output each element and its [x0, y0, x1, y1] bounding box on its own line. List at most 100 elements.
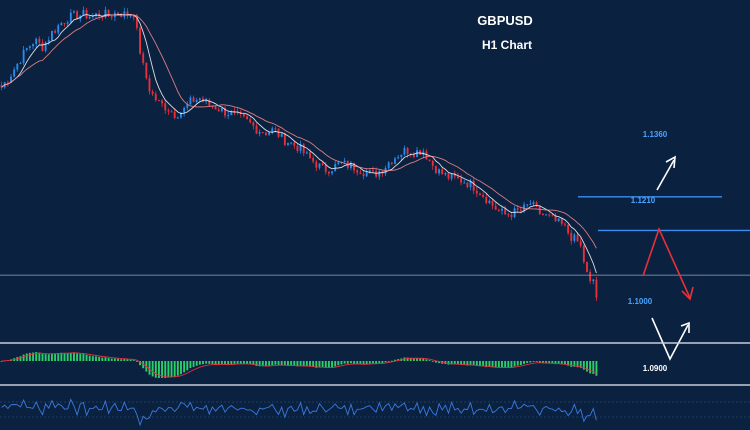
candle-body [557, 218, 560, 222]
macd-bar [327, 361, 330, 368]
macd-bar [296, 361, 299, 367]
macd-bar [529, 361, 532, 363]
macd-bar [513, 361, 516, 367]
macd-bar [161, 361, 164, 378]
macd-bar [299, 361, 302, 366]
macd-bar [98, 356, 101, 361]
macd-bar [268, 361, 271, 367]
ma-slow-line [1, 14, 597, 249]
candle-body [249, 119, 252, 123]
macd-bar [368, 361, 371, 364]
macd-bar [532, 361, 535, 362]
bullish-arrow-upper-head [665, 155, 676, 169]
candle-body [246, 116, 249, 120]
candle-body [183, 107, 186, 113]
candle-body [157, 100, 160, 102]
macd-bar [167, 361, 170, 378]
macd-bar [469, 361, 472, 365]
candle-body [428, 159, 431, 161]
candle-body [287, 143, 289, 145]
candle-body [41, 42, 44, 51]
macd-bar [132, 360, 135, 361]
candle-body [450, 173, 453, 179]
macd-bar [582, 361, 585, 370]
macd-bar [242, 361, 245, 364]
macd-bar [176, 361, 179, 376]
macd-bar [567, 361, 570, 366]
macd-bar [265, 361, 267, 367]
candle-body [167, 110, 170, 112]
macd-bar [422, 358, 425, 361]
macd-bar [224, 361, 226, 365]
macd-bar [460, 361, 463, 365]
candle-body [573, 234, 576, 241]
candle-body [227, 115, 230, 117]
macd-bar [236, 361, 239, 364]
candle-body [302, 144, 305, 154]
macd-bar [0, 361, 3, 362]
macd-bar [305, 361, 308, 367]
candle-body [466, 182, 469, 188]
macd-bar [183, 361, 186, 373]
candle-body [47, 40, 50, 43]
macd-bar [47, 354, 50, 361]
candle-body [192, 97, 195, 102]
macd-bar [538, 361, 541, 363]
macd-bar [501, 361, 503, 368]
macd-bar [557, 361, 560, 365]
candle-body [117, 12, 119, 15]
candle-body [217, 109, 220, 112]
candle-body [142, 53, 145, 63]
candle-body [318, 163, 321, 168]
macd-bar [274, 361, 277, 365]
macd-bar [151, 361, 154, 377]
macd-bar [589, 361, 592, 374]
macd-bar [438, 361, 441, 364]
macd-bar [63, 352, 66, 361]
macd-bar [321, 361, 324, 368]
candle-body [434, 165, 437, 174]
macd-bar [331, 361, 333, 368]
candle-body [365, 172, 368, 177]
macd-bar [239, 361, 242, 364]
candle-body [334, 163, 337, 172]
candle-body [6, 82, 9, 84]
macd-bar [252, 361, 255, 365]
macd-bar [69, 352, 72, 361]
macd-panel [0, 342, 750, 386]
candle-body [504, 208, 507, 215]
candle-body [501, 208, 503, 211]
candle-body [507, 214, 510, 216]
macd-bar [491, 361, 494, 368]
candle-body [592, 279, 595, 282]
macd-bar [139, 361, 142, 366]
bearish-projection-path [642, 226, 691, 299]
ma-fast-line [1, 13, 597, 274]
candle-body [554, 215, 557, 222]
candle-body [412, 154, 415, 157]
macd-bar [173, 361, 176, 377]
candle-body [290, 142, 293, 144]
macd-bar [35, 352, 38, 361]
macd-bar [38, 352, 41, 361]
macd-bar [425, 359, 428, 361]
macd-bar [258, 361, 261, 367]
candle-body [331, 171, 333, 174]
macd-bar [482, 361, 485, 367]
macd-bar [450, 361, 453, 365]
candle-body [394, 158, 396, 164]
candle-body [526, 204, 529, 206]
macd-bar [154, 361, 157, 378]
macd-bar [548, 361, 551, 364]
macd-bar [85, 354, 88, 361]
candle-body [123, 11, 126, 17]
macd-bar [230, 361, 233, 365]
candle-body [479, 193, 481, 195]
macd-bar [195, 361, 198, 366]
candle-body [560, 218, 563, 224]
candle-body [312, 157, 315, 162]
oscillator-line [1, 398, 597, 427]
macd-bar [510, 361, 513, 368]
candle-body [548, 214, 551, 216]
